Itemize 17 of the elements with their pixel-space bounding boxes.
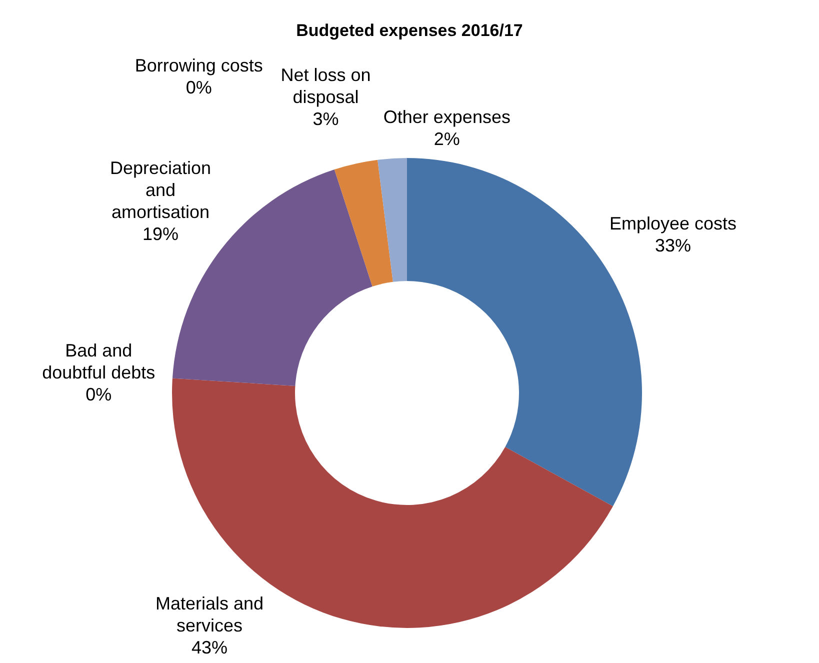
category-label: Bad and doubtful debts	[42, 340, 156, 383]
slice-label: Materials and services	[155, 594, 264, 636]
data-label: 19%	[142, 224, 178, 244]
data-label: 33%	[654, 236, 691, 256]
chart-title: Budgeted expenses 2016/17	[296, 21, 523, 40]
slice-label: Net loss on disposal	[280, 64, 371, 107]
text: 0%	[86, 384, 112, 405]
data-label: 3%	[312, 108, 339, 129]
category-label: Borrowing costs	[134, 55, 263, 76]
donut-slice	[378, 158, 407, 282]
slice-label: Other expenses	[383, 107, 510, 127]
data-label: 2%	[434, 129, 460, 149]
donut-slice	[334, 160, 393, 286]
text: 0%	[186, 77, 212, 98]
slice-label: Depreciation and amortisation	[110, 158, 212, 222]
data-label: 43%	[191, 638, 228, 658]
slice-label: Employee costs	[609, 214, 736, 234]
